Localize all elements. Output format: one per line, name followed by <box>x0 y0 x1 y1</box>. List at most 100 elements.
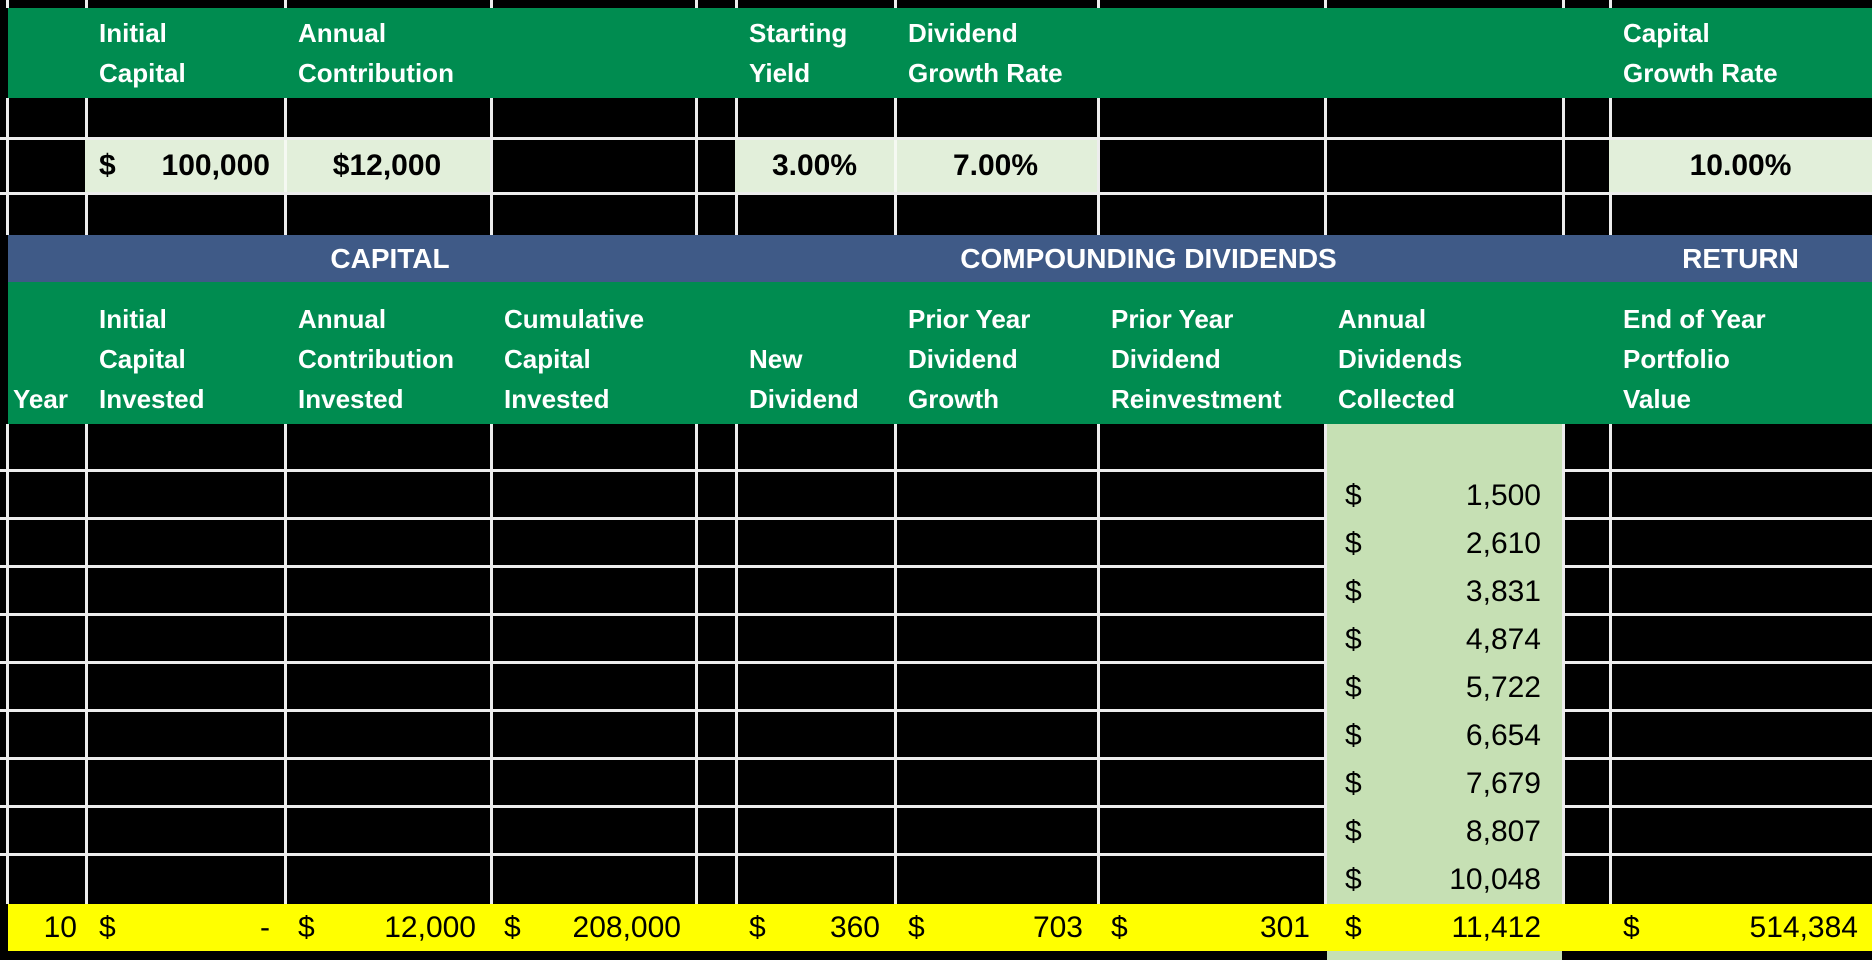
dividend-cell-year6[interactable]: $ 6,654 <box>1324 712 1562 760</box>
label-line: Initial <box>99 304 167 334</box>
currency-symbol: $ <box>908 910 925 944</box>
capital-growth-rate-label: Capital Growth Rate <box>1609 8 1872 98</box>
amount: 1,500 <box>1465 479 1541 512</box>
currency-symbol: $ <box>1345 623 1362 656</box>
amount: 360 <box>829 910 880 944</box>
dividend-growth-rate-value-cell[interactable]: 7.00% <box>894 140 1097 192</box>
col-annual-dividends-collected: Annual Dividends Collected <box>1324 282 1562 424</box>
col-new-dividend: New Dividend <box>735 282 894 424</box>
dividend-cell-year8[interactable]: $ 8,807 <box>1324 808 1562 856</box>
label-line: Capital <box>99 58 186 88</box>
amount: 4,874 <box>1465 623 1541 656</box>
top-margin-gridticks <box>0 0 1872 8</box>
currency-symbol: $ <box>1345 767 1362 800</box>
currency-symbol: $ <box>1345 910 1362 944</box>
section-band: CAPITAL COMPOUNDING DIVIDENDS RETURN <box>0 235 1872 282</box>
label-line: Invested <box>99 384 205 414</box>
gridline-horizontal <box>0 137 1872 140</box>
label-line: Invested <box>298 384 404 414</box>
col-cumulative-capital-invested: Cumulative Capital Invested <box>490 282 695 424</box>
input-cell-fill <box>735 140 1097 192</box>
label-line: Value <box>1623 384 1691 414</box>
amount: 703 <box>1032 910 1083 944</box>
total-row-highlight <box>8 904 1872 951</box>
total-new-dividend-cell[interactable]: $ 360 <box>735 904 894 951</box>
section-return: RETURN <box>1682 243 1799 274</box>
initial-capital-value-cell[interactable]: $ 100,000 <box>85 140 284 192</box>
label-line: Growth Rate <box>1623 58 1778 88</box>
dividend-cell-year7[interactable]: $ 7,679 <box>1324 760 1562 808</box>
currency-symbol: $ <box>1345 479 1362 512</box>
section-band-background <box>8 235 1872 282</box>
dividend-cell-year4[interactable]: $ 4,874 <box>1324 616 1562 664</box>
label-line: Collected <box>1338 384 1456 414</box>
inputs-value-row: $ 100,000 $12,000 3.00% 7.00% 10.00% <box>0 140 1872 192</box>
label-line: Initial <box>99 18 167 48</box>
label-line: End of Year <box>1623 304 1766 334</box>
dividend-cell-year5[interactable]: $ 5,722 <box>1324 664 1562 712</box>
amount: 10.00% <box>1689 149 1792 182</box>
label-line: Prior Year <box>908 304 1031 334</box>
total-end-of-year-portfolio-value-cell[interactable]: $ 514,384 <box>1609 904 1872 951</box>
dividend-cell-year9[interactable]: $ 10,048 <box>1324 856 1562 904</box>
col-prior-year-dividend-growth: Prior Year Dividend Growth <box>894 282 1097 424</box>
label-line: Year <box>13 384 68 414</box>
total-prior-year-dividend-growth-cell[interactable]: $ 703 <box>894 904 1097 951</box>
col-initial-capital-invested: Initial Capital Invested <box>85 282 284 424</box>
label-line: Capital <box>1623 18 1710 48</box>
total-annual-dividends-collected-cell[interactable]: $ 11,412 <box>1324 904 1562 951</box>
currency-symbol: $ <box>1111 910 1128 944</box>
amount: 10 <box>43 910 77 944</box>
amount: 208,000 <box>572 910 681 944</box>
label-line: Dividends <box>1338 344 1463 374</box>
annual-contribution-label: Annual Contribution <box>284 8 490 98</box>
amount: - <box>260 910 270 944</box>
amount: 10,048 <box>1449 863 1541 896</box>
currency-symbol: $ <box>1345 527 1362 560</box>
label-line: Reinvestment <box>1111 384 1282 414</box>
annual-contribution-value-cell[interactable]: $12,000 <box>284 140 490 192</box>
label-line: New <box>749 344 803 374</box>
amount: 7,679 <box>1465 767 1541 800</box>
currency-symbol: $ <box>749 910 766 944</box>
label-line: Contribution <box>298 58 454 88</box>
total-year-cell[interactable]: 10 <box>8 904 85 951</box>
label-line: Growth <box>908 384 999 414</box>
label-line: Portfolio <box>1623 344 1730 374</box>
section-compounding-dividends: COMPOUNDING DIVIDENDS <box>960 243 1337 274</box>
currency-symbol: $ <box>1623 910 1640 944</box>
dividend-growth-rate-label: Dividend Growth Rate <box>894 8 1097 98</box>
amount: 2,610 <box>1465 527 1541 560</box>
total-cumulative-capital-invested-cell[interactable]: $ 208,000 <box>490 904 695 951</box>
amount: 7.00% <box>952 149 1039 182</box>
currency-symbol: $ <box>1345 719 1362 752</box>
amount: 12,000 <box>384 910 476 944</box>
amount: 301 <box>1259 910 1310 944</box>
dividend-cell-year3[interactable]: $ 3,831 <box>1324 568 1562 616</box>
total-prior-year-dividend-reinvestment-cell[interactable]: $ 301 <box>1097 904 1324 951</box>
gridline-horizontal <box>0 192 1872 195</box>
table-body: $ 1,500 $ 2,610 $ 3,831 $ 4,874 $ 5,722 … <box>0 424 1872 960</box>
currency-symbol: $ <box>1345 863 1362 896</box>
currency-symbol: $ <box>99 149 116 182</box>
inputs-header-background <box>8 8 1872 98</box>
starting-yield-value-cell[interactable]: 3.00% <box>735 140 894 192</box>
amount: 6,654 <box>1465 719 1541 752</box>
label-line: Yield <box>749 58 811 88</box>
capital-growth-rate-value-cell[interactable]: 10.00% <box>1609 140 1872 192</box>
total-annual-contribution-invested-cell[interactable]: $ 12,000 <box>284 904 490 951</box>
dividend-cell-year2[interactable]: $ 2,610 <box>1324 520 1562 568</box>
total-initial-capital-invested-cell[interactable]: $ - <box>85 904 284 951</box>
empty-row <box>0 98 1872 137</box>
starting-yield-label: Starting Yield <box>735 8 894 98</box>
dividend-cell-year1[interactable]: $ 1,500 <box>1324 472 1562 520</box>
col-year: Year <box>8 282 85 424</box>
amount: 514,384 <box>1749 910 1858 944</box>
currency-symbol: $ <box>1345 575 1362 608</box>
dividends-collected-column-highlight-tail <box>1327 951 1562 960</box>
label-line: Growth Rate <box>908 58 1063 88</box>
currency-symbol: $ <box>1345 815 1362 848</box>
empty-row <box>0 195 1872 235</box>
amount: $12,000 <box>332 149 442 182</box>
